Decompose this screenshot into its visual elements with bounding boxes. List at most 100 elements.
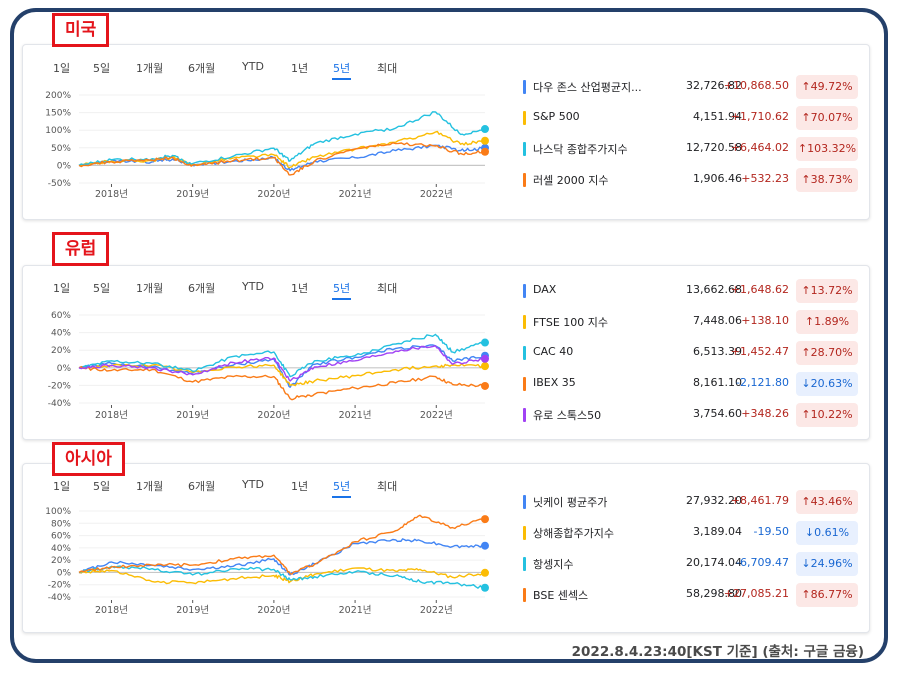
- x-tick-label: 2021년: [339, 605, 372, 616]
- series-end-point: [481, 147, 489, 156]
- series-end-point: [481, 362, 489, 371]
- panel-us: 1일 5일 1개월 6개월 YTD 1년 5년 최대 200% 150% 100% 50% 0% -50%…: [22, 44, 870, 220]
- index-row[interactable]: BSE 센섹스 58,298.80 +27,085.21 ↑86.77%: [523, 583, 858, 607]
- y-tick-label: 50%: [51, 144, 71, 154]
- tab-asia-3[interactable]: 6개월: [188, 480, 216, 493]
- tab-us-7[interactable]: 최대: [377, 62, 398, 75]
- index-change: +1,648.62: [730, 283, 789, 296]
- tab-asia-1[interactable]: 5일: [93, 480, 111, 493]
- index-change: -19.50: [753, 525, 789, 538]
- series-color-swatch: [523, 284, 526, 298]
- y-tick-label: 100%: [45, 126, 71, 136]
- series-color-swatch: [523, 142, 526, 156]
- index-row[interactable]: 상해종합주가지수 3,189.04 -19.50 ↓0.61%: [523, 521, 858, 545]
- series-line: [78, 345, 486, 382]
- index-row[interactable]: 나스닥 종합주가지수 12,720.58 +6,464.02 ↑103.32%: [523, 137, 858, 161]
- index-price: 4,151.94: [693, 110, 742, 123]
- index-row[interactable]: IBEX 35 8,161.10 -2,121.80 ↓20.63%: [523, 372, 858, 396]
- index-row[interactable]: S&P 500 4,151.94 +1,710.62 ↑70.07%: [523, 106, 858, 130]
- tab-us-3[interactable]: 6개월: [188, 62, 216, 75]
- tab-us-2[interactable]: 1개월: [136, 62, 164, 75]
- index-row[interactable]: FTSE 100 지수 7,448.06 +138.10 ↑1.89%: [523, 310, 858, 334]
- x-tick-label: 2021년: [339, 189, 372, 200]
- series-line: [78, 565, 486, 590]
- series-line: [78, 142, 486, 176]
- tab-asia-0[interactable]: 1일: [53, 480, 71, 493]
- tab-asia-2[interactable]: 1개월: [136, 480, 164, 493]
- index-percent-badge: ↑86.77%: [796, 583, 858, 607]
- index-row[interactable]: CAC 40 6,513.39 +1,452.47 ↑28.70%: [523, 341, 858, 365]
- y-tick-label: 20%: [51, 556, 71, 566]
- x-tick-label: 2022년: [420, 605, 453, 616]
- series-line: [78, 111, 486, 166]
- x-tick-label: 2018년: [95, 410, 128, 421]
- series-color-swatch: [523, 557, 526, 571]
- line-chart-europe: 60% 40% 20% 0% -20% -40% 2018년 2019년 2020년 2021년 2…: [48, 311, 489, 421]
- tab-us-4[interactable]: YTD: [242, 60, 264, 73]
- tab-europe-2[interactable]: 1개월: [136, 282, 164, 295]
- y-tick-label: 60%: [51, 311, 71, 321]
- index-name: 유로 스톡스50: [533, 409, 602, 422]
- index-price: 20,174.04: [686, 556, 742, 569]
- index-percent-badge: ↑10.22%: [796, 403, 858, 427]
- region-tag-asia: 아시아: [52, 442, 125, 476]
- series-end-point: [481, 583, 489, 592]
- y-tick-label: 80%: [51, 519, 71, 529]
- index-name: CAC 40: [533, 345, 574, 358]
- tab-europe-1[interactable]: 5일: [93, 282, 111, 295]
- index-row[interactable]: 항셍지수 20,174.04 -6,709.47 ↓24.96%: [523, 552, 858, 576]
- series-color-swatch: [523, 346, 526, 360]
- index-name: IBEX 35: [533, 376, 576, 389]
- series-end-point: [481, 354, 489, 363]
- index-name: DAX: [533, 283, 557, 296]
- panel-asia: 1일 5일 1개월 6개월 YTD 1년 5년 최대 100% 80% 60% 40% 20% 0% -20…: [22, 463, 870, 633]
- x-tick-label: 2022년: [420, 410, 453, 421]
- tab-europe-0[interactable]: 1일: [53, 282, 71, 295]
- tab-us-0[interactable]: 1일: [53, 62, 71, 75]
- series-end-point: [481, 136, 489, 145]
- index-price: 3,189.04: [693, 525, 742, 538]
- index-percent-badge: ↓20.63%: [796, 372, 858, 396]
- series-line: [78, 538, 486, 576]
- tab-asia-4[interactable]: YTD: [242, 478, 264, 491]
- series-end-point: [481, 381, 489, 390]
- index-change: +8,461.79: [730, 494, 789, 507]
- tab-asia-7[interactable]: 최대: [377, 480, 398, 493]
- index-percent-badge: ↑13.72%: [796, 279, 858, 303]
- region-tag-us: 미국: [52, 13, 110, 47]
- index-price: 7,448.06: [693, 314, 742, 327]
- index-price: 32,726.82: [686, 79, 742, 92]
- tab-asia-5[interactable]: 1년: [291, 480, 309, 493]
- tab-us-1[interactable]: 5일: [93, 62, 111, 75]
- index-row[interactable]: 다우 존스 산업평균지... 32,726.82 +10,868.50 ↑49.72%: [523, 75, 858, 99]
- x-tick-label: 2018년: [95, 605, 128, 616]
- y-tick-label: -20%: [48, 581, 72, 591]
- index-row[interactable]: DAX 13,662.68 +1,648.62 ↑13.72%: [523, 279, 858, 303]
- index-price: 27,932.20: [686, 494, 742, 507]
- index-name: 나스닥 종합주가지수: [533, 143, 628, 156]
- y-tick-label: 40%: [51, 544, 71, 554]
- index-row[interactable]: 닛케이 평균주가 27,932.20 +8,461.79 ↑43.46%: [523, 490, 858, 514]
- tab-europe-6[interactable]: 5년: [331, 282, 352, 300]
- tab-europe-5[interactable]: 1년: [291, 282, 309, 295]
- index-percent-badge: ↑43.46%: [796, 490, 858, 514]
- index-percent-badge: ↑70.07%: [796, 106, 858, 130]
- index-row[interactable]: 유로 스톡스50 3,754.60 +348.26 ↑10.22%: [523, 403, 858, 427]
- index-change: +532.23: [741, 172, 789, 185]
- index-name: BSE 센섹스: [533, 589, 589, 602]
- line-chart-us: 200% 150% 100% 50% 0% -50% 2018년 2019년 2020년 2021…: [45, 91, 489, 200]
- x-tick-label: 2019년: [176, 189, 209, 200]
- tab-europe-4[interactable]: YTD: [242, 280, 264, 293]
- tab-europe-3[interactable]: 6개월: [188, 282, 216, 295]
- index-price: 6,513.39: [693, 345, 742, 358]
- index-row[interactable]: 러셀 2000 지수 1,906.46 +532.23 ↑38.73%: [523, 168, 858, 192]
- tab-us-5[interactable]: 1년: [291, 62, 309, 75]
- index-price: 1,906.46: [693, 172, 742, 185]
- series-end-point: [481, 125, 489, 134]
- tab-europe-7[interactable]: 최대: [377, 282, 398, 295]
- series-end-point: [481, 541, 489, 550]
- tab-us-6[interactable]: 5년: [331, 62, 352, 80]
- tab-asia-6[interactable]: 5년: [331, 480, 352, 498]
- x-tick-label: 2020년: [257, 410, 290, 421]
- index-name: 닛케이 평균주가: [533, 496, 608, 509]
